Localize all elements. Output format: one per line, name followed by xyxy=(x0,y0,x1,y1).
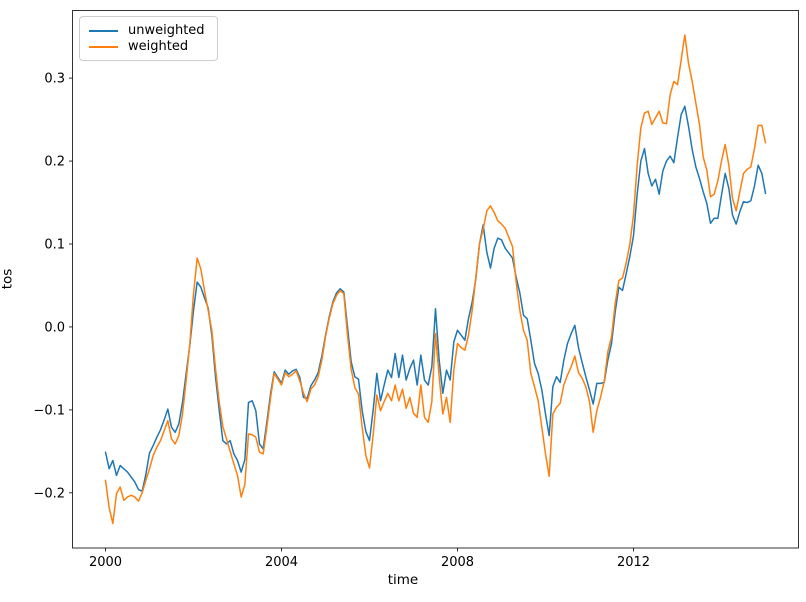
y-tick-label: 0.3 xyxy=(44,72,65,87)
x-tick-label: 2004 xyxy=(265,555,298,570)
y-tick-label: −0.2 xyxy=(33,486,65,501)
plot-frame xyxy=(72,10,799,549)
x-tick-label: 2008 xyxy=(441,555,474,570)
legend-label-unweighted: unweighted xyxy=(128,23,205,38)
x-axis-label: time xyxy=(387,572,419,588)
y-tick-label: 0.0 xyxy=(44,320,65,335)
series-line-unweighted xyxy=(104,105,767,492)
x-tick-label: 2000 xyxy=(89,555,122,570)
legend: unweighted weighted xyxy=(79,16,218,61)
weighted-line-swatch xyxy=(89,45,118,48)
legend-label-weighted: weighted xyxy=(128,39,189,54)
y-axis-label: tos xyxy=(0,268,16,290)
series-line-weighted xyxy=(104,34,767,525)
y-tick-label: 0.1 xyxy=(44,237,65,252)
legend-item-unweighted: unweighted xyxy=(89,23,207,38)
y-tick-label: −0.1 xyxy=(33,403,65,418)
unweighted-line-swatch xyxy=(89,29,118,32)
y-tick-label: 0.2 xyxy=(44,155,65,170)
x-tick-label: 2012 xyxy=(617,555,650,570)
legend-item-weighted: weighted xyxy=(89,39,207,54)
